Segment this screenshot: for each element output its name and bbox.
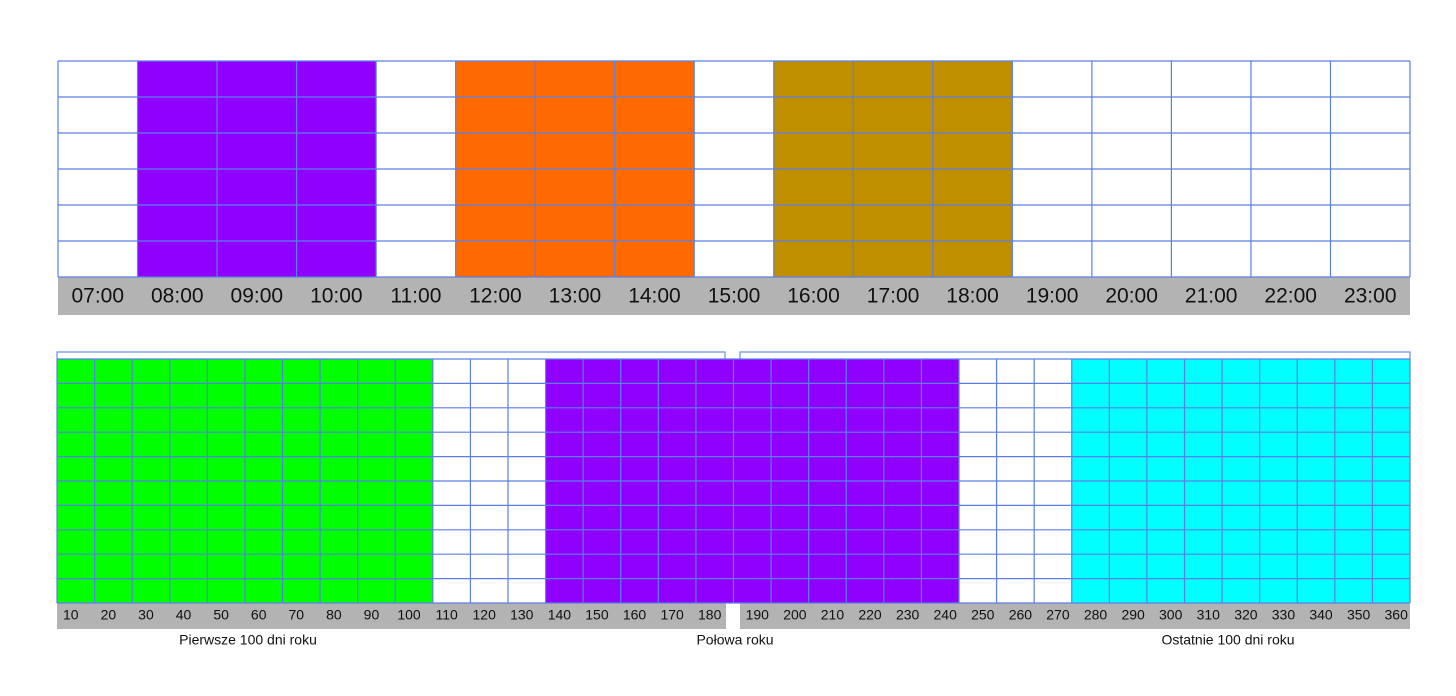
day-label: 320 <box>1234 607 1258 623</box>
hour-label: 20:00 <box>1105 285 1158 308</box>
hour-label: 10:00 <box>310 285 363 308</box>
hour-label: 21:00 <box>1185 285 1238 308</box>
day-label: 110 <box>435 607 458 623</box>
hour-label: 08:00 <box>151 285 204 308</box>
hour-label: 09:00 <box>231 285 284 308</box>
day-label: 130 <box>510 607 534 623</box>
day-label: 180 <box>698 607 722 623</box>
day-label: 150 <box>585 607 609 623</box>
day-label: 100 <box>397 607 421 623</box>
day-label: 280 <box>1084 607 1108 623</box>
hour-label: 23:00 <box>1344 285 1397 308</box>
day-label: 240 <box>934 607 958 623</box>
day-label: 190 <box>746 607 770 623</box>
hour-label: 12:00 <box>469 285 522 308</box>
day-label: 200 <box>783 607 807 623</box>
day-label: 170 <box>660 607 684 623</box>
day-label: 330 <box>1272 607 1296 623</box>
hour-label: 15:00 <box>708 285 761 308</box>
day-label: 210 <box>821 607 845 623</box>
day-label: 340 <box>1309 607 1333 623</box>
day-label: 140 <box>548 607 572 623</box>
day-label: 20 <box>101 607 117 623</box>
day-label: 360 <box>1385 607 1409 623</box>
day-label: 50 <box>213 607 229 623</box>
day-label: 220 <box>858 607 882 623</box>
labels: 07:00 08:00 09:00 10:00 11:00 12:00 13:00 14:00… <box>63 285 1408 648</box>
hour-label: 17:00 <box>867 285 920 308</box>
hour-label: 16:00 <box>787 285 840 308</box>
day-label: 60 <box>251 607 267 623</box>
day-label: 70 <box>289 607 305 623</box>
caption: Pierwsze 100 dni roku <box>179 632 317 648</box>
caption: Ostatnie 100 dni roku <box>1161 632 1294 648</box>
day-label: 310 <box>1197 607 1221 623</box>
hour-label: 18:00 <box>946 285 999 308</box>
day-label: 290 <box>1121 607 1145 623</box>
label-gap <box>726 600 740 632</box>
day-label: 90 <box>364 607 380 623</box>
day-label: 10 <box>63 607 79 623</box>
day-label: 30 <box>138 607 154 623</box>
top-label-bar <box>58 277 1410 315</box>
day-label: 80 <box>326 607 342 623</box>
hour-label: 14:00 <box>628 285 681 308</box>
day-label: 120 <box>473 607 497 623</box>
day-label: 40 <box>176 607 192 623</box>
grids <box>56 60 1411 604</box>
day-label: 230 <box>896 607 920 623</box>
hour-label: 19:00 <box>1026 285 1079 308</box>
hour-label: 11:00 <box>390 285 441 308</box>
hour-label: 13:00 <box>549 285 602 308</box>
hour-label: 07:00 <box>71 285 124 308</box>
hour-label: 22:00 <box>1264 285 1317 308</box>
day-label: 250 <box>971 607 995 623</box>
day-label: 160 <box>623 607 647 623</box>
bracket <box>56 351 1411 359</box>
day-label: 350 <box>1347 607 1371 623</box>
day-label: 260 <box>1009 607 1033 623</box>
caption: Połowa roku <box>696 632 773 648</box>
day-label: 300 <box>1159 607 1183 623</box>
day-label: 270 <box>1046 607 1070 623</box>
